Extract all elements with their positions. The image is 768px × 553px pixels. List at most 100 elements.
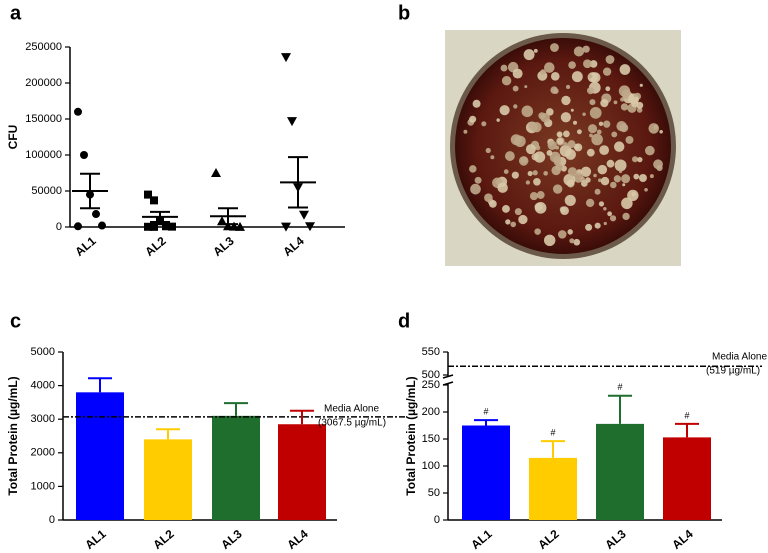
- y-tick-label: 50000: [31, 185, 62, 197]
- colony: [576, 129, 582, 135]
- colony: [512, 85, 519, 92]
- annotation: #: [617, 382, 622, 392]
- colony: [552, 88, 559, 94]
- colony: [550, 71, 560, 81]
- colony: [598, 121, 604, 126]
- colony: [549, 151, 561, 163]
- colony: [534, 202, 543, 211]
- colony: [582, 45, 590, 53]
- colony: [565, 148, 576, 160]
- colony: [567, 140, 576, 149]
- colony: [606, 159, 615, 168]
- y-axis-label: CFU: [6, 125, 20, 150]
- colony: [556, 131, 563, 138]
- colony: [625, 136, 634, 144]
- bar: [212, 415, 260, 520]
- x-tick-label: AL2: [150, 527, 177, 553]
- y-tick-label: 250: [422, 379, 440, 391]
- annotation: #: [483, 406, 488, 416]
- y-tick-label: 4000: [31, 380, 55, 392]
- y-tick-label: 5000: [31, 346, 55, 358]
- colony: [514, 135, 526, 148]
- colony: [621, 197, 633, 210]
- y-tick-label: 250000: [25, 41, 62, 53]
- colony: [596, 129, 602, 135]
- colony: [602, 67, 612, 76]
- colony: [619, 123, 629, 133]
- colony: [560, 206, 569, 216]
- reference-label: Media Alone: [712, 352, 767, 363]
- colony: [500, 64, 508, 72]
- colony: [598, 201, 605, 207]
- colony: [591, 133, 603, 146]
- colony: [588, 74, 593, 79]
- colony: [605, 86, 611, 92]
- colony: [527, 170, 533, 177]
- colony: [589, 106, 602, 119]
- colony: [518, 214, 528, 225]
- colony: [585, 223, 593, 231]
- colony: [501, 75, 512, 86]
- colony: [607, 211, 613, 217]
- colony: [472, 99, 481, 108]
- data-point: [150, 222, 158, 231]
- y-tick-label: 0: [434, 514, 440, 526]
- colony: [551, 165, 561, 176]
- data-point: [74, 222, 82, 231]
- colony: [567, 229, 573, 235]
- y-tick-label: 3000: [31, 413, 55, 425]
- colony: [622, 212, 630, 221]
- colony: [603, 221, 607, 226]
- colony: [484, 193, 493, 202]
- colony: [603, 206, 607, 211]
- colony: [618, 85, 631, 97]
- data-point: [217, 216, 227, 226]
- colony: [525, 180, 530, 185]
- colony: [502, 205, 510, 213]
- colony: [613, 100, 618, 105]
- y-tick-label: 200: [422, 406, 440, 418]
- colony: [534, 228, 541, 235]
- bar: [76, 392, 124, 520]
- colony: [512, 68, 523, 79]
- colony: [563, 142, 568, 147]
- colony: [557, 230, 567, 239]
- y-tick-label: 1000: [31, 480, 55, 492]
- colony: [561, 95, 571, 106]
- y-axis-label: Total Protein (µg/mL): [6, 376, 20, 495]
- colony: [631, 99, 639, 108]
- reference-label: Media Alone: [324, 404, 379, 415]
- colony: [563, 130, 570, 138]
- colony: [532, 170, 538, 176]
- colony: [645, 145, 655, 156]
- data-point: [305, 222, 315, 232]
- colony: [547, 140, 557, 150]
- x-tick-label: AL2: [535, 527, 562, 553]
- colony: [614, 159, 627, 172]
- colony: [514, 208, 522, 216]
- colony: [557, 138, 564, 145]
- colony: [588, 124, 598, 134]
- colony: [619, 64, 631, 75]
- y-tick-label: 50: [428, 487, 440, 499]
- data-point: [168, 222, 176, 231]
- x-tick-label: AL1: [82, 527, 109, 553]
- colony: [659, 130, 663, 134]
- colony: [567, 167, 577, 177]
- colony: [497, 182, 508, 193]
- panel-letter: d: [398, 310, 410, 332]
- colony: [636, 107, 643, 113]
- colony: [594, 188, 601, 195]
- panel-letter: c: [10, 310, 21, 332]
- colony: [499, 105, 510, 116]
- bar: [529, 457, 577, 520]
- colony: [637, 156, 643, 163]
- colony: [600, 176, 610, 186]
- colony: [589, 99, 596, 106]
- colony: [481, 121, 487, 127]
- x-tick-label: AL1: [468, 527, 495, 553]
- colony: [504, 151, 515, 161]
- colony: [503, 169, 509, 174]
- colony: [470, 183, 481, 195]
- colony: [582, 112, 586, 116]
